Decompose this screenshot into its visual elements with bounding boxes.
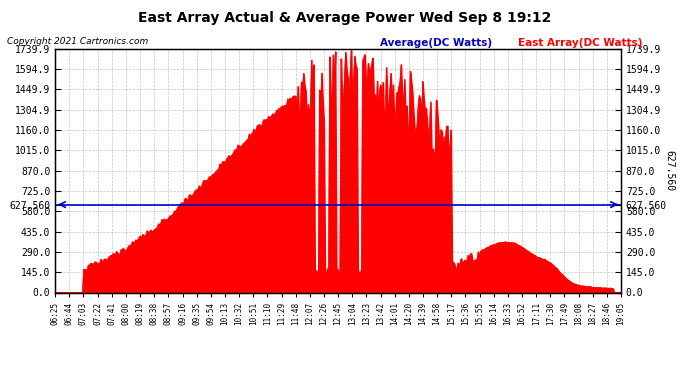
Text: Copyright 2021 Cartronics.com: Copyright 2021 Cartronics.com	[7, 38, 148, 46]
Text: Average(DC Watts): Average(DC Watts)	[380, 38, 492, 48]
Y-axis label: 627.560: 627.560	[664, 150, 674, 191]
Text: East Array Actual & Average Power Wed Sep 8 19:12: East Array Actual & Average Power Wed Se…	[138, 11, 552, 25]
Text: East Array(DC Watts): East Array(DC Watts)	[518, 38, 642, 48]
Y-axis label: 627.560: 627.560	[0, 150, 2, 191]
